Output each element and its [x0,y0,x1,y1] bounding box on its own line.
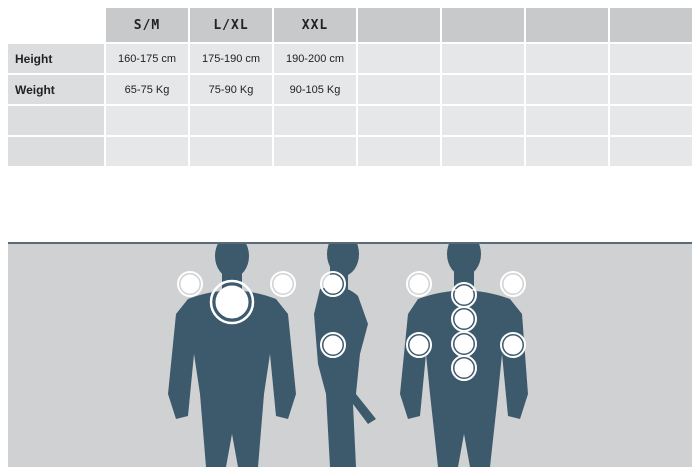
table-cell [190,106,272,135]
table-cell [442,106,524,135]
header-cell: XXL [274,8,356,42]
header-cell [442,8,524,42]
size-table: S/M L/XL XXL Height 160-175 cm 175-190 cm 1… [8,8,692,166]
table-cell [442,44,524,73]
table-cell [610,44,692,73]
marker-back-left-shoulder [406,271,432,297]
table-cell: 65-75 Kg [106,75,188,104]
table-cell [106,137,188,166]
row-label: Weight [8,75,104,104]
table-cell [358,44,440,73]
side-figure [314,244,376,467]
marker-spine-3 [451,331,477,357]
table-cell [610,75,692,104]
row-label: Height [8,44,104,73]
row-label [8,137,104,166]
marker-group [177,271,526,381]
table-cell [190,137,272,166]
marker-spine-2 [451,306,477,332]
table-cell [274,106,356,135]
table-cell [526,44,608,73]
marker-side-shoulder [320,271,346,297]
table-cell [526,106,608,135]
corner-cell [8,8,104,42]
table-cell [358,137,440,166]
marker-back-left-elbow [406,332,432,358]
table-cell [526,137,608,166]
table-cell [442,137,524,166]
table-cell: 75-90 Kg [190,75,272,104]
header-cell [358,8,440,42]
row-label [8,106,104,135]
marker-chest [209,279,255,325]
header-cell: S/M [106,8,188,42]
marker-front-left-shoulder [177,271,203,297]
table-cell [610,137,692,166]
marker-front-right-shoulder [270,271,296,297]
table-cell: 190-200 cm [274,44,356,73]
table-cell: 175-190 cm [190,44,272,73]
table-cell [442,75,524,104]
marker-side-elbow [320,332,346,358]
body-measurement-figure [8,242,692,467]
header-cell: L/XL [190,8,272,42]
table-cell: 160-175 cm [106,44,188,73]
table-cell [106,106,188,135]
marker-spine-1 [451,282,477,308]
header-cell [610,8,692,42]
back-figure [400,244,528,467]
header-cell [526,8,608,42]
marker-spine-4 [451,355,477,381]
table-cell [526,75,608,104]
table-cell [358,75,440,104]
marker-back-right-elbow [500,332,526,358]
table-cell: 90-105 Kg [274,75,356,104]
table-cell [358,106,440,135]
table-cell [610,106,692,135]
marker-back-right-shoulder [500,271,526,297]
table-cell [274,137,356,166]
